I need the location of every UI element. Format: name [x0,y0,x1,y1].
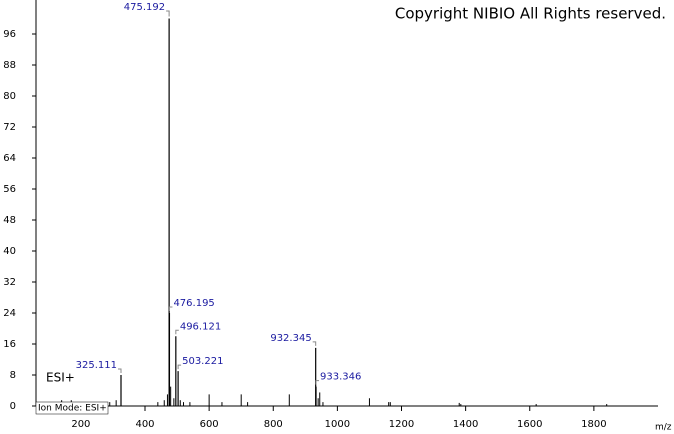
x-tick-label: 400 [135,419,154,430]
label-bracket [166,10,170,17]
x-tick-label: 1600 [517,419,542,430]
y-tick-label: 96 [3,29,16,40]
x-tick-label: 600 [200,419,219,430]
y-tick-label: 80 [3,91,16,102]
peak-label: 325.111 [76,360,117,371]
label-bracket [117,368,122,373]
y-tick-label: 8 [10,370,16,381]
ion-mode: Ion Mode: ESI+ [38,404,107,414]
y-tick-label: 64 [3,153,16,164]
label-bracket [168,306,173,311]
y-tick-label: 72 [3,122,16,133]
mode-label: ESI+ [46,371,75,385]
ion-mode-box [35,401,109,415]
y-tick-label: 16 [3,339,16,350]
peak-label: 932.345 [270,333,311,344]
y-tick-label: 0 [10,401,16,412]
y-tick-label: 48 [3,215,16,226]
label-bracket [175,329,179,335]
peak-label: 496.121 [180,321,221,332]
x-axis-label: m/z [655,423,672,433]
label-bracket [312,341,317,346]
peak-label: 933.346 [320,372,361,383]
y-tick-label: 24 [3,308,16,319]
peak-label: 475.192 [124,2,165,13]
label-bracket [177,364,182,370]
x-tick-label: 1000 [325,419,350,430]
x-tick-label: 1200 [389,419,414,430]
peak-label: 503.221 [182,356,223,367]
copyright: Copyright NIBIO All Rights reserved. [395,5,666,23]
x-tick-label: 200 [71,419,90,430]
label-bracket [315,380,320,385]
y-tick-label: 56 [3,184,16,195]
x-tick-label: 1800 [581,419,606,430]
y-tick-label: 88 [3,60,16,71]
y-tick-label: 40 [3,246,16,257]
x-tick-label: 800 [264,419,283,430]
y-tick-label: 32 [3,277,16,288]
x-tick-label: 1400 [453,419,478,430]
peak-label: 476.195 [173,298,214,309]
